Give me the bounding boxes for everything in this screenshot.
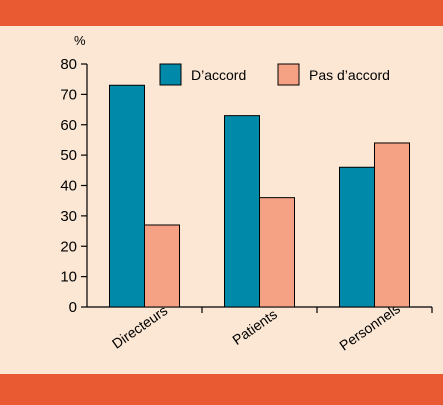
x-tick-label: Patients: [229, 306, 280, 348]
bar-chart: % D’accord Pas d’accord 0 10 20 30 40 50 60 70 80…: [0, 26, 443, 374]
legend: D’accord Pas d’accord: [160, 64, 390, 85]
y-tick-label: 60: [60, 117, 77, 134]
y-tick-label: 10: [60, 269, 77, 286]
bar: [375, 143, 410, 307]
top-banner: [0, 0, 443, 26]
legend-swatch: [278, 64, 299, 85]
bars: [110, 85, 410, 307]
x-tick-label: Directeurs: [109, 302, 170, 352]
bar: [225, 116, 260, 307]
legend-label: D’accord: [191, 67, 246, 83]
y-tick-label: 0: [69, 299, 77, 316]
y-axis-label: %: [74, 33, 86, 48]
legend-swatch: [160, 64, 181, 85]
y-tick-label: 50: [60, 147, 77, 164]
bar: [145, 225, 180, 307]
y-tick-label: 40: [60, 178, 77, 195]
y-tick-label: 30: [60, 208, 77, 225]
y-tick-label: 80: [60, 56, 77, 73]
x-tick-label: Personnels: [336, 300, 403, 353]
legend-label: Pas d’accord: [309, 67, 390, 83]
bar: [340, 167, 375, 307]
bottom-banner: [0, 374, 443, 405]
y-tick-label: 70: [60, 86, 77, 103]
y-tick-label: 20: [60, 238, 77, 255]
bar: [260, 198, 295, 307]
bar: [110, 85, 145, 307]
